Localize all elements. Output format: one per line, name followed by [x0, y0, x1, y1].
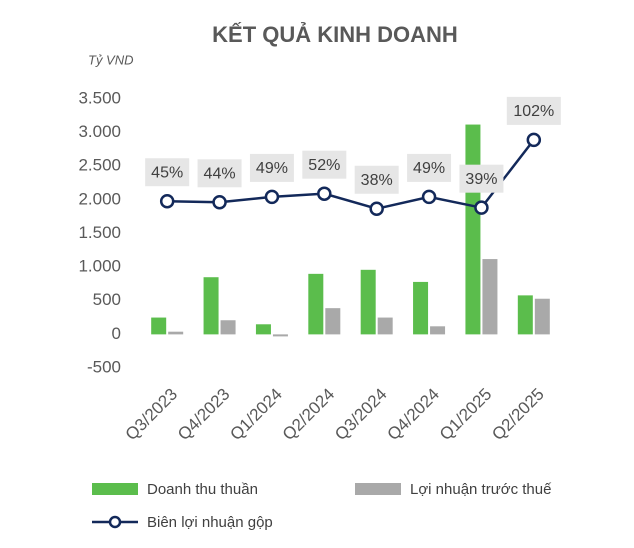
data-label: 39%	[465, 171, 497, 188]
data-label: 102%	[513, 103, 554, 120]
marker	[212, 195, 227, 210]
marker	[474, 200, 489, 215]
bar	[517, 295, 533, 335]
bar	[377, 317, 393, 335]
y-tick-label: 2.500	[78, 156, 121, 175]
legend-label: Doanh thu thuần	[147, 481, 258, 498]
legend-swatch	[92, 483, 138, 495]
x-tick-label: Q4/2024	[383, 385, 443, 445]
y-tick-label: 3.500	[78, 88, 121, 107]
data-label-box	[354, 165, 399, 194]
data-label-box	[145, 158, 190, 187]
y-tick-label: 2.000	[78, 189, 121, 208]
marker	[421, 189, 437, 205]
bar	[168, 331, 184, 335]
bar	[255, 324, 271, 335]
y-axis-label: Tỷ VND	[88, 52, 134, 67]
marker	[369, 201, 384, 217]
data-label-box	[249, 153, 294, 182]
bar	[203, 277, 219, 335]
data-label: 44%	[204, 166, 236, 183]
legend-marker	[108, 515, 122, 529]
data-label: 45%	[151, 164, 183, 181]
data-label: 49%	[256, 160, 288, 177]
bar	[482, 259, 498, 335]
y-tick-label: 3.000	[78, 122, 121, 141]
line	[167, 139, 535, 211]
marker	[159, 193, 175, 209]
marker	[264, 189, 280, 205]
y-tick-label: 500	[93, 290, 121, 309]
x-tick-label: Q2/2024	[279, 385, 339, 445]
x-tick-label: Q1/2025	[436, 385, 496, 445]
data-label: 38%	[361, 172, 393, 189]
bar	[413, 281, 429, 335]
y-tick-label: -500	[87, 357, 121, 376]
data-label-box	[302, 150, 347, 179]
y-tick-label: 1.000	[78, 257, 121, 276]
data-label: 52%	[308, 157, 340, 174]
data-label-box	[197, 159, 242, 188]
chart-title: KẾT QUẢ KINH DOANH	[212, 22, 458, 47]
x-tick-label: Q3/2023	[122, 385, 182, 445]
bar	[360, 269, 376, 335]
bar	[325, 308, 341, 335]
y-tick-label: 1.500	[78, 223, 121, 242]
data-label-box	[506, 96, 561, 125]
legend-swatch	[355, 483, 401, 495]
data-label-box	[459, 164, 504, 193]
bar	[220, 320, 236, 335]
legend-label: Biên lợi nhuận gộp	[147, 514, 273, 531]
marker	[317, 186, 332, 201]
data-label-box	[407, 153, 452, 182]
x-tick-label: Q3/2024	[331, 385, 391, 445]
marker	[526, 132, 542, 148]
x-tick-label: Q2/2025	[488, 385, 548, 445]
x-tick-label: Q1/2024	[226, 385, 286, 445]
legend-label: Lợi nhuận trước thuế	[410, 481, 552, 498]
x-tick-label: Q4/2023	[174, 385, 234, 445]
y-tick-label: 0	[112, 324, 121, 343]
bar	[465, 124, 481, 335]
data-label: 49%	[413, 160, 445, 177]
bar	[308, 273, 324, 335]
bar	[272, 334, 288, 337]
bar	[534, 298, 550, 335]
bar	[430, 326, 446, 335]
bar	[151, 317, 167, 335]
